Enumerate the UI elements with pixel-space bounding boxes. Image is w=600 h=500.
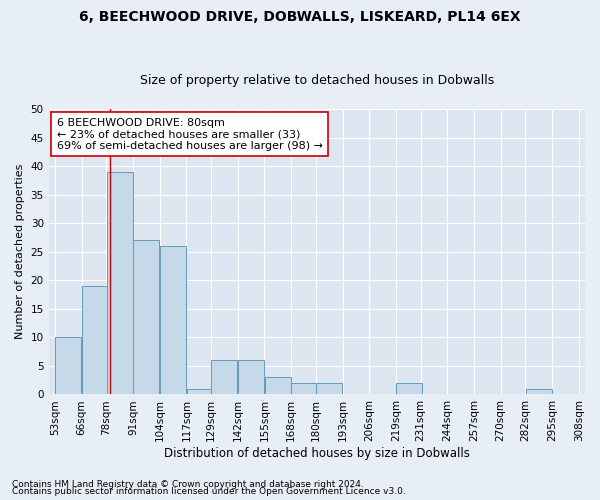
Text: Contains HM Land Registry data © Crown copyright and database right 2024.: Contains HM Land Registry data © Crown c… [12,480,364,489]
Bar [238,360,264,394]
Bar [396,383,422,394]
Bar [82,286,108,395]
Bar [316,383,342,394]
Title: Size of property relative to detached houses in Dobwalls: Size of property relative to detached ho… [140,74,494,87]
Bar [526,388,552,394]
Text: 6 BEECHWOOD DRIVE: 80sqm
← 23% of detached houses are smaller (33)
69% of semi-d: 6 BEECHWOOD DRIVE: 80sqm ← 23% of detach… [57,118,323,151]
Bar [133,240,160,394]
Bar [55,338,81,394]
Text: 6, BEECHWOOD DRIVE, DOBWALLS, LISKEARD, PL14 6EX: 6, BEECHWOOD DRIVE, DOBWALLS, LISKEARD, … [79,10,521,24]
X-axis label: Distribution of detached houses by size in Dobwalls: Distribution of detached houses by size … [164,447,470,460]
Bar [107,172,133,394]
Bar [211,360,238,394]
Y-axis label: Number of detached properties: Number of detached properties [15,164,25,340]
Bar [292,383,317,394]
Text: Contains public sector information licensed under the Open Government Licence v3: Contains public sector information licen… [12,488,406,496]
Bar [160,246,186,394]
Bar [187,388,213,394]
Bar [265,378,291,394]
